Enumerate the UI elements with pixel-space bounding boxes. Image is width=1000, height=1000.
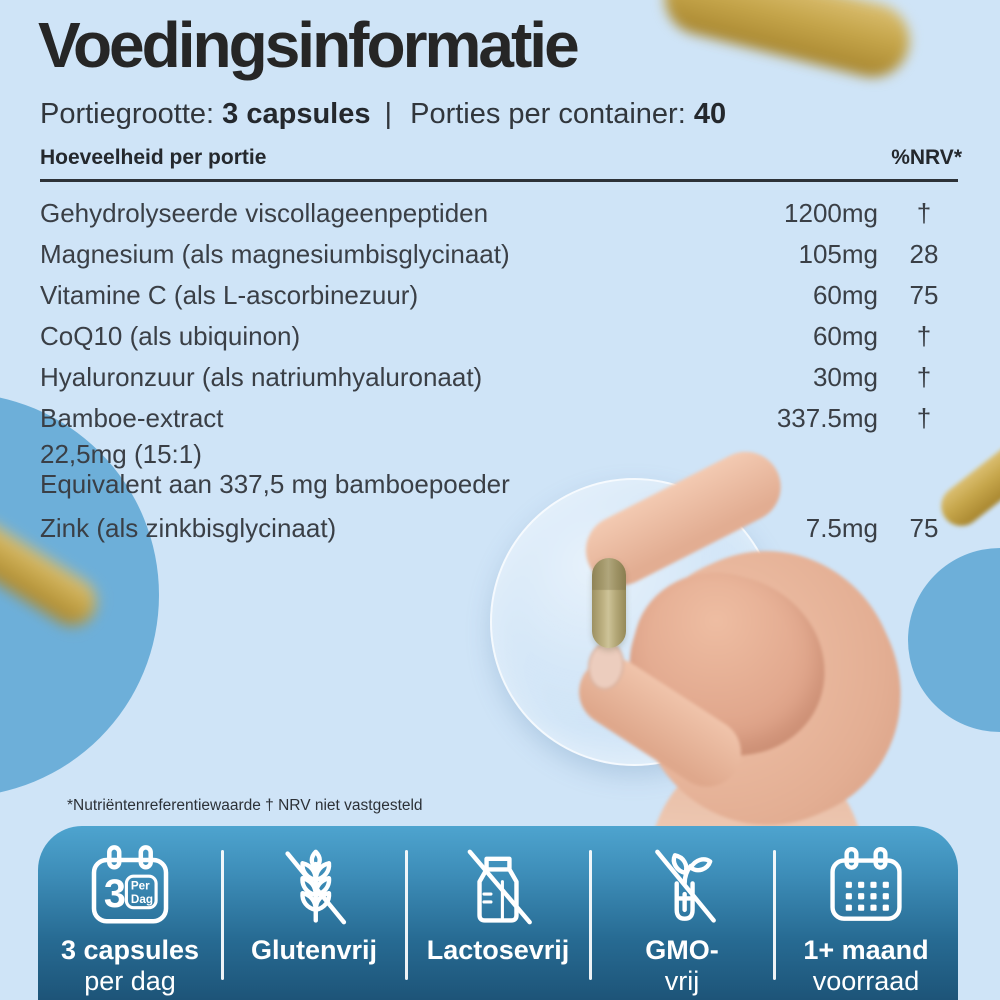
nutrient-nrv: 75 [909, 280, 939, 310]
calendar-3-per-dag-icon: 3 Per Dag [84, 840, 176, 934]
badge-divider [773, 850, 776, 980]
nutrient-nrv: † [916, 321, 932, 351]
badge-label: 1+ maand [803, 935, 929, 965]
badge-label: GMO- [645, 935, 719, 965]
milk-carton-crossed-icon [454, 840, 542, 934]
nutrient-amount: 60mg [812, 321, 878, 351]
nutrient-name: Magnesium (als magnesiumbisglycinaat) [40, 239, 510, 269]
held-capsule [592, 558, 626, 648]
table-row: Zink (als zinkbisglycinaat) 7.5mg 75 [40, 506, 970, 550]
badge-divider [589, 850, 592, 980]
feature-bar: 3 Per Dag 3 capsules per dag [38, 826, 958, 1000]
badge-list: 3 Per Dag 3 capsules per dag [38, 826, 958, 1000]
badge-label: Glutenvrij [250, 935, 378, 965]
table-row: Magnesium (als magnesiumbisglycinaat) 10… [40, 234, 970, 275]
footnote: *Nutriëntenreferentiewaarde † NRV niet v… [67, 797, 423, 814]
badge-supply: 1+ maand voorraad [774, 826, 958, 1000]
svg-text:3: 3 [104, 872, 126, 916]
badge-label: 3 capsules [60, 935, 200, 965]
badge-gmofree: GMO- vrij [590, 826, 774, 1000]
badge-divider [405, 850, 408, 980]
page-title: Voedingsinformatie [38, 9, 580, 81]
serving-size-label: Portiegrootte: [40, 98, 215, 130]
nutrient-name: Gehydrolyseerde viscollageenpeptiden [40, 198, 489, 228]
gmo-crossed-icon [638, 840, 726, 934]
nutrient-nrv: 75 [909, 512, 939, 543]
per-container-value: 40 [693, 98, 727, 130]
nutrient-amount: 7.5mg [805, 512, 878, 543]
nutrient-subline: Equivalent aan 337,5 mg bamboepoeder [40, 469, 510, 499]
table-row: Gehydrolyseerde viscollageenpeptiden 120… [40, 193, 970, 234]
svg-text:Dag: Dag [131, 893, 153, 906]
nutrient-nrv: † [916, 362, 932, 392]
nutrient-amount: 60mg [812, 280, 878, 310]
svg-text:Per: Per [131, 880, 150, 893]
nrv-header: %NRV* [891, 146, 962, 169]
nutrient-subline: 22,5mg (15:1) [40, 439, 202, 469]
badge-sublabel: per dag [84, 966, 176, 996]
nutrient-amount: 30mg [812, 362, 878, 392]
nutrient-amount: 337.5mg [776, 403, 878, 433]
nutrient-nrv: † [916, 403, 932, 433]
badge-sublabel: vrij [664, 966, 700, 996]
amount-header: Hoeveelheid per portie [40, 146, 267, 169]
serving-size-value: 3 capsules [222, 98, 371, 130]
badge-sublabel: voorraad [812, 966, 920, 996]
nutrient-amount: 105mg [798, 239, 879, 269]
badge-dosage: 3 Per Dag 3 capsules per dag [38, 826, 222, 1000]
nutrient-name: Bamboe-extract [40, 403, 224, 433]
nutrient-name: Zink (als zinkbisglycinaat) [40, 512, 337, 543]
nutrient-name: Vitamine C (als L-ascorbinezuur) [40, 280, 419, 310]
table-row: Bamboe-extract 337.5mg † [40, 398, 970, 439]
table-header: Hoeveelheid per portie %NRV* [40, 146, 970, 170]
nutrient-nrv: 28 [909, 239, 939, 269]
per-container-label: Porties per container: [410, 98, 686, 130]
header-divider [40, 179, 958, 182]
nutrient-table: Gehydrolyseerde viscollageenpeptiden 120… [40, 193, 970, 550]
badge-divider [221, 850, 224, 980]
badge-glutenfree: Glutenvrij [222, 826, 406, 1000]
table-row: Vitamine C (als L-ascorbinezuur) 60mg 75 [40, 275, 970, 316]
table-row: CoQ10 (als ubiquinon) 60mg † [40, 316, 970, 357]
calendar-grid-icon [821, 840, 911, 934]
table-row: Hyaluronzuur (als natriumhyaluronaat) 30… [40, 357, 970, 398]
separator: | [384, 98, 393, 130]
nutrient-amount: 1200mg [784, 198, 878, 228]
badge-lactosefree: Lactosevrij [406, 826, 590, 1000]
badge-label: Lactosevrij [426, 935, 570, 965]
nutrient-name: Hyaluronzuur (als natriumhyaluronaat) [40, 362, 483, 392]
nutrient-nrv: † [916, 198, 932, 228]
serving-line: Portiegrootte: 3 capsules | Porties per c… [40, 98, 726, 131]
wheat-crossed-icon [270, 840, 358, 934]
nutrient-name: CoQ10 (als ubiquinon) [40, 321, 301, 351]
